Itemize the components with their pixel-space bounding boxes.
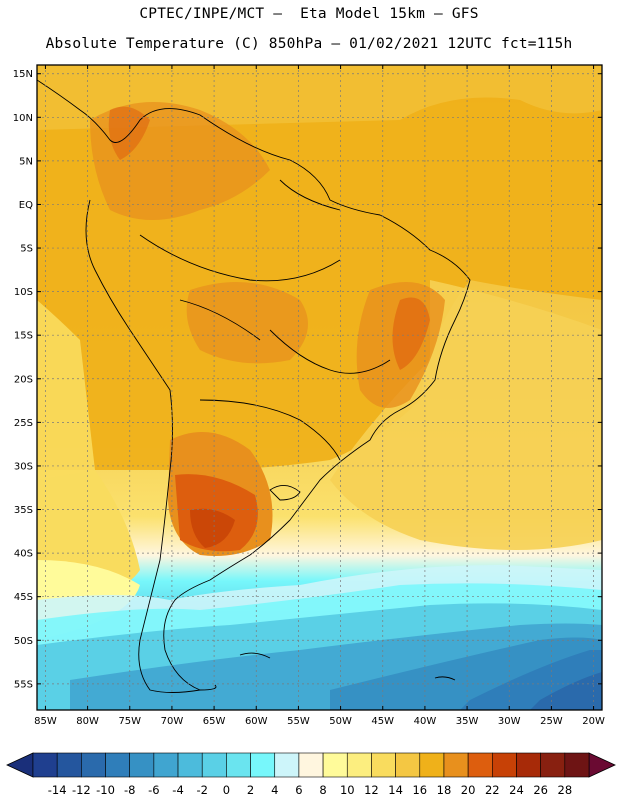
lat-label: 25S: [14, 418, 33, 429]
colorbar-label: 4: [271, 783, 278, 797]
colorbar-label: 8: [319, 783, 326, 797]
colorbar-swatch: [81, 752, 106, 778]
colorbar-label: 12: [364, 783, 379, 797]
colorbar-swatch: [564, 752, 590, 778]
colorbar-swatch: [443, 752, 469, 778]
colorbar-label: -12: [72, 783, 91, 797]
lat-label: 40S: [14, 549, 33, 560]
colorbar-label: 18: [437, 783, 452, 797]
lat-label: 15N: [13, 69, 33, 80]
colorbar-swatch: [395, 752, 421, 778]
map-frame: [36, 64, 603, 711]
colorbar-swatch: [419, 752, 445, 778]
lon-label: 60W: [245, 716, 268, 727]
colorbar-swatch: [516, 752, 541, 778]
colorbar-label: -4: [172, 783, 183, 797]
colorbar-swatch: [129, 752, 155, 778]
lon-label: 80W: [76, 716, 99, 727]
colorbar-label: 26: [533, 783, 548, 797]
lat-label: 50S: [14, 636, 33, 647]
colorbar-label: -10: [96, 783, 115, 797]
colorbar-swatch: [105, 752, 130, 778]
colorbar-swatch: [250, 752, 276, 778]
colorbar-swatch: [322, 752, 348, 778]
latitude-labels: 15N 10N 5N EQ 5S 10S 15S 20S 25S 30S 35S 40S 45S 50S 5…: [13, 69, 602, 690]
graticule: [37, 65, 602, 710]
colorbar-label: 14: [388, 783, 403, 797]
lat-label: 5S: [20, 244, 33, 255]
colorbar-swatch: [346, 752, 372, 778]
lon-label: 20W: [582, 716, 605, 727]
lon-label: 45W: [371, 716, 394, 727]
colorbar-label: 16: [412, 783, 427, 797]
colorbar-swatch: [177, 752, 203, 778]
colorbar-swatch: [56, 752, 82, 778]
chart-title-line-1: CPTEC/INPE/MCT – Eta Model 15km – GFS: [139, 6, 479, 22]
colorbar-label: 28: [558, 783, 573, 797]
colorbar-label: 6: [295, 783, 302, 797]
lat-label: 45S: [14, 592, 33, 603]
colorbar-swatch: [298, 752, 324, 778]
colorbar-label: 20: [461, 783, 476, 797]
lat-label: 5N: [19, 156, 33, 167]
colorbar-swatch: [226, 752, 251, 778]
lat-label: EQ: [19, 200, 33, 211]
colorbar-swatch: [153, 752, 179, 778]
colorbar-arrow-right: [588, 752, 616, 778]
lon-label: 50W: [329, 716, 352, 727]
colorbar-swatch: [32, 752, 58, 778]
colorbar-label: -8: [124, 783, 135, 797]
colorbar-label: -6: [148, 783, 159, 797]
colorbar-swatch: [492, 752, 517, 778]
lon-label: 25W: [540, 716, 563, 727]
coastline: [37, 79, 471, 693]
colorbar-swatch: [201, 752, 227, 778]
lat-label: 30S: [14, 461, 33, 472]
colorbar-label: 0: [223, 783, 230, 797]
lat-label: 35S: [14, 505, 33, 516]
colorbar-label: 10: [340, 783, 355, 797]
colorbar-swatch: [540, 752, 566, 778]
colorbar-arrow-left: [6, 752, 34, 778]
colorbar-label: 22: [485, 783, 500, 797]
lon-label: 35W: [456, 716, 479, 727]
lon-label: 40W: [414, 716, 437, 727]
colorbar-label: -2: [196, 783, 207, 797]
lon-label: 75W: [118, 716, 141, 727]
colorbar-label: 24: [509, 783, 524, 797]
lon-label: 85W: [34, 716, 57, 727]
colorbar-label: 2: [247, 783, 254, 797]
chart-title-line-2: Absolute Temperature (C) 850hPa – 01/02/…: [45, 36, 573, 52]
colorbar-swatch: [371, 752, 396, 778]
lon-label: 55W: [287, 716, 310, 727]
lon-label: 70W: [161, 716, 184, 727]
longitude-labels: 85W 80W 75W 70W 65W 60W 55W 50W 45W 40W 35W 30W 25W 2…: [34, 65, 605, 727]
lat-label: 55S: [14, 679, 33, 690]
lon-label: 30W: [498, 716, 521, 727]
temperature-field: [37, 65, 602, 710]
lat-label: 10N: [13, 113, 33, 124]
colorbar-swatch: [467, 752, 493, 778]
lon-label: 65W: [203, 716, 226, 727]
colorbar-swatch: [274, 752, 300, 778]
colorbar: -14 -12 -10 -8 -6 -4 -2 0 2 4 6 8 10 12 14 16 18 20 22 24 26…: [6, 752, 616, 797]
lat-label: 15S: [14, 331, 33, 342]
colorbar-label: -14: [48, 783, 67, 797]
lat-label: 20S: [14, 374, 33, 385]
lat-label: 10S: [14, 287, 33, 298]
